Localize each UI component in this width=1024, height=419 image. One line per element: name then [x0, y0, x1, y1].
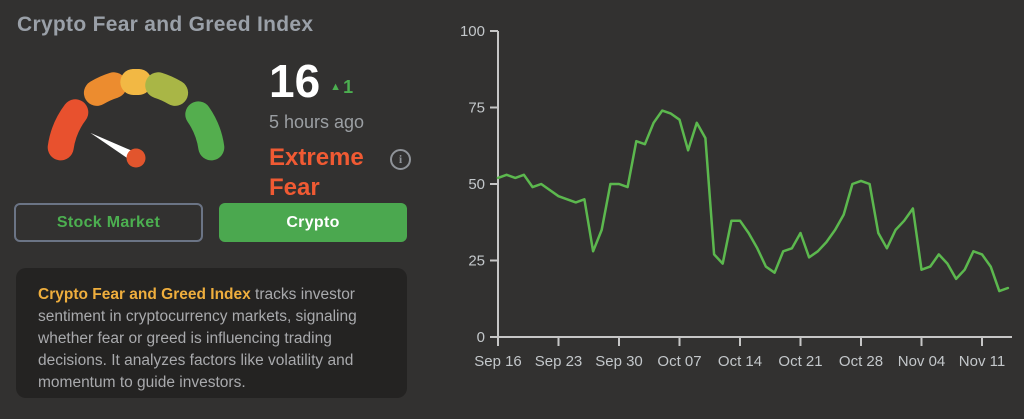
change-value: 1 [343, 76, 354, 97]
y-axis-tick-label: 50 [468, 176, 485, 193]
page-title: Crypto Fear and Greed Index [17, 13, 314, 36]
x-axis-tick-label: Sep 23 [535, 353, 583, 370]
x-axis-tick-label: Sep 30 [595, 353, 643, 370]
x-axis-tick-label: Sep 16 [474, 353, 522, 370]
x-axis-tick-label: Oct 14 [718, 353, 762, 370]
description-box: Crypto Fear and Greed Index tracks inves… [16, 268, 407, 398]
index-history-line [496, 109, 1010, 293]
y-axis-tick-label: 75 [468, 100, 485, 117]
gauge-segment-extreme-fear [47, 99, 89, 161]
fear-greed-gauge [47, 68, 225, 168]
description-lead: Crypto Fear and Greed Index [38, 286, 251, 303]
classification-label: Extreme Fear [269, 143, 364, 202]
x-axis-tick-label: Oct 07 [657, 353, 701, 370]
gauge-segment-fear [83, 72, 127, 106]
stock-market-button[interactable]: Stock Market [14, 203, 203, 242]
x-axis-tick-label: Nov 04 [898, 353, 946, 370]
fear-greed-history-chart[interactable]: 0 25 50 75 100 Sep 16 Sep 23 Sep 30 Oct 07 Oct 14… [440, 0, 1024, 419]
info-icon[interactable]: i [390, 149, 411, 170]
gauge-segment-greed [145, 72, 189, 106]
index-value: 16 [269, 55, 321, 107]
y-axis-tick-label: 25 [468, 253, 485, 270]
last-updated: 5 hours ago [269, 111, 365, 132]
change-up-icon: ▲ [330, 81, 342, 94]
x-axis-tick-label: Nov 11 [959, 353, 1005, 370]
x-axis-tick-label: Oct 28 [839, 353, 883, 370]
gauge-segment-extreme-greed [185, 101, 225, 161]
crypto-button[interactable]: Crypto [219, 203, 407, 242]
y-axis-tick-label: 0 [477, 329, 485, 346]
index-reading: 16 ▲ 1 5 hours ago Extreme Fear [269, 55, 409, 204]
gauge-needle [90, 132, 139, 163]
x-axis-tick-label: Oct 21 [778, 353, 822, 370]
gauge-needle-hub [126, 148, 146, 168]
y-axis-tick-label: 100 [460, 23, 485, 40]
description-body: tracks investor sentiment in cryptocurre… [38, 286, 357, 391]
index-change-badge: ▲ 1 [330, 77, 353, 98]
